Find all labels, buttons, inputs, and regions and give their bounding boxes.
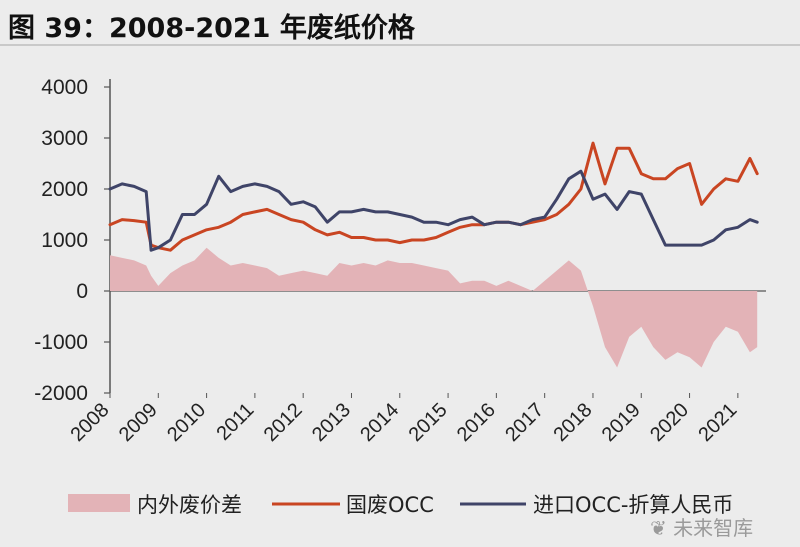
title-bar: 图 39：2008-2021 年废纸价格	[0, 0, 800, 46]
x-tick-label: 2019	[598, 399, 645, 446]
page-title: 图 39：2008-2021 年废纸价格	[8, 13, 415, 44]
x-tick-label: 2016	[453, 399, 500, 446]
x-tick-label: 2017	[501, 399, 548, 446]
x-tick-label: 2011	[212, 399, 258, 445]
x-tick-label: 2014	[356, 399, 403, 446]
x-tick-label: 2015	[405, 399, 452, 446]
watermark-text: 未来智库	[673, 516, 754, 540]
x-tick-label: 2009	[115, 399, 162, 446]
y-tick-label: -2000	[34, 382, 88, 405]
y-tick-label: 4000	[41, 76, 88, 99]
series-area-price-gap	[110, 247, 758, 368]
y-tick-label: 3000	[41, 127, 88, 150]
legend-swatch-price-gap	[68, 494, 130, 512]
legend-label-import-occ: 进口OCC-折算人民币	[533, 493, 733, 517]
y-tick-label: 2000	[41, 178, 88, 201]
x-tick-label: 2010	[163, 399, 210, 446]
y-tick-label: 1000	[41, 229, 88, 252]
legend-label-price-gap: 内外废价差	[137, 493, 242, 517]
watermark: ❦ 未来智库	[650, 512, 753, 541]
x-tick-label: 2020	[646, 399, 693, 446]
watermark-icon: ❦	[650, 516, 667, 540]
x-tick-label: 2021	[694, 399, 741, 446]
x-tick-label: 2013	[308, 399, 355, 446]
series-line-import-occ	[108, 169, 759, 252]
x-tick-label: 2012	[260, 399, 307, 446]
legend-label-domestic-occ: 国废OCC	[346, 493, 434, 517]
x-tick-label: 2018	[549, 399, 596, 446]
y-tick-label: 0	[76, 280, 88, 303]
y-tick-label: -1000	[34, 331, 88, 354]
series-line-domestic-occ	[108, 141, 759, 252]
x-tick-label: 2008	[67, 399, 114, 446]
